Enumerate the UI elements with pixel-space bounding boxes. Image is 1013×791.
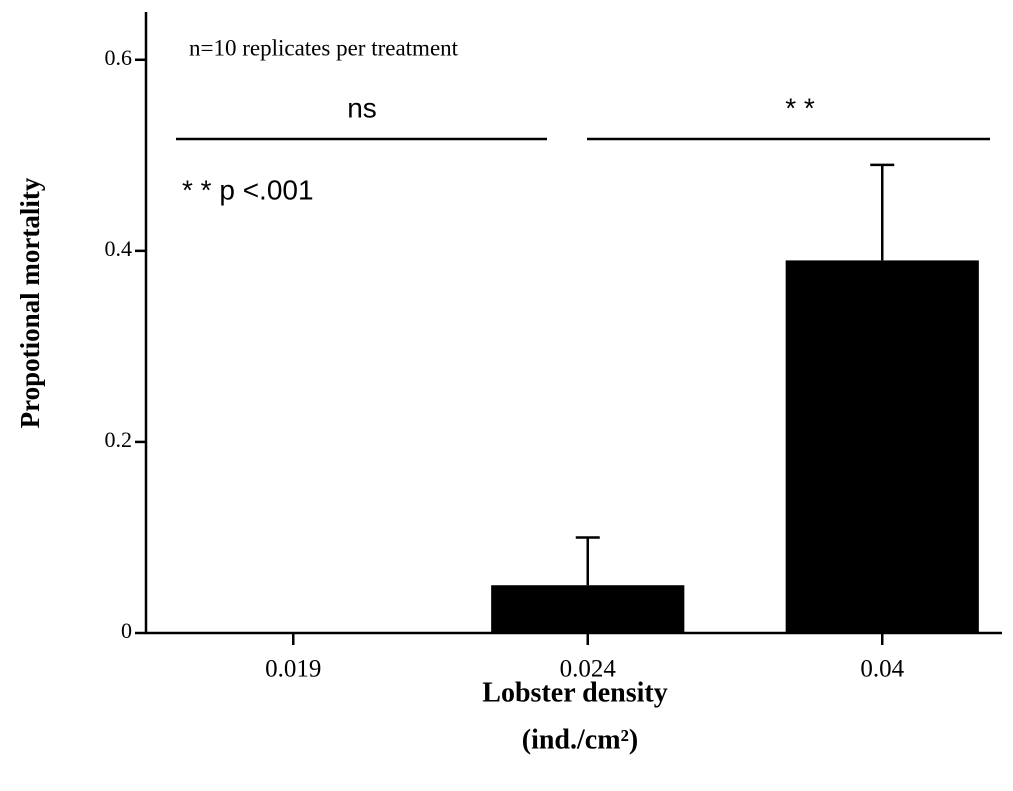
y-tick-label: 0.6 (105, 45, 133, 70)
x-tick-label: 0.019 (265, 656, 321, 683)
significance-label: * * (785, 92, 815, 123)
x-tick-label: 0.04 (860, 656, 904, 683)
bar (491, 585, 685, 633)
significance-note: * * p <.001 (182, 174, 314, 205)
y-tick-label: 0 (121, 618, 132, 643)
significance-label: ns (347, 92, 377, 123)
x-tick-label: 0.024 (560, 656, 617, 683)
y-axis-label: Propotional mortality (15, 177, 45, 428)
bar (785, 260, 979, 633)
x-axis-label: (ind./cm²) (522, 724, 639, 755)
x-axis-label: Lobster density (482, 677, 667, 708)
y-tick-label: 0.2 (105, 427, 133, 452)
annotation: n=10 replicates per treatment (189, 35, 459, 60)
y-tick-label: 0.4 (105, 236, 133, 261)
